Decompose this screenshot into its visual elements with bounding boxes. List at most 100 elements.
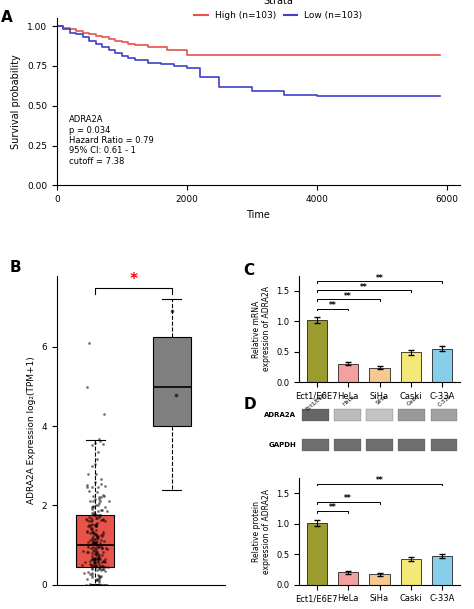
Point (92, 538, 100, 548)
Point (86, 516, 93, 526)
Text: *: * (129, 272, 137, 287)
Bar (334, 439, 361, 451)
Point (87, 560, 94, 570)
Point (89, 580, 96, 590)
Point (92, 519, 100, 529)
Point (88, 533, 96, 543)
Point (102, 580, 110, 590)
Point (89, 528, 97, 538)
Point (94, 580, 102, 590)
Point (88, 504, 96, 513)
Point (89, 568, 96, 577)
Point (93, 537, 100, 546)
Point (99, 561, 107, 571)
Point (89, 527, 97, 537)
Bar (366, 439, 393, 451)
Point (100, 409, 108, 419)
Bar (430, 439, 457, 451)
Point (98, 551, 106, 560)
Point (87, 513, 95, 523)
Point (88, 502, 95, 512)
Point (92, 525, 100, 535)
Point (90, 580, 97, 590)
Point (82, 580, 90, 590)
Bar (307, 523, 327, 585)
Point (94, 555, 102, 565)
Point (90, 538, 97, 547)
Point (94, 549, 102, 559)
Point (95, 574, 103, 583)
Point (92, 513, 100, 523)
Point (88, 554, 96, 564)
Point (88, 516, 95, 526)
Y-axis label: Relative mRNA
expression of ADRA2A: Relative mRNA expression of ADRA2A (252, 286, 271, 371)
Point (94, 580, 101, 590)
Point (89, 482, 96, 492)
Point (96, 580, 104, 590)
Point (84, 538, 92, 547)
Point (92, 538, 100, 547)
Point (90, 580, 98, 590)
Point (98, 543, 106, 553)
Point (96, 510, 104, 520)
Point (89, 523, 96, 532)
Point (88, 519, 96, 529)
Bar (302, 409, 328, 421)
Point (87, 543, 95, 553)
Point (97, 479, 104, 488)
Point (86, 559, 93, 569)
Point (98, 492, 105, 502)
Point (88, 508, 96, 518)
Point (98, 557, 105, 567)
Bar (334, 409, 361, 421)
Point (105, 496, 112, 505)
PathPatch shape (76, 515, 114, 567)
Point (95, 580, 102, 590)
Point (93, 541, 100, 551)
Point (91, 557, 99, 566)
Point (94, 533, 101, 543)
Point (89, 551, 96, 561)
Point (83, 526, 91, 536)
Point (95, 564, 102, 574)
Point (93, 518, 100, 527)
Point (93, 547, 101, 557)
Point (91, 546, 98, 556)
Bar (430, 409, 457, 421)
Point (95, 580, 102, 590)
Point (104, 544, 111, 554)
Point (85, 520, 93, 530)
Point (88, 580, 95, 590)
Point (93, 530, 100, 540)
Point (92, 576, 100, 585)
Point (94, 554, 101, 563)
Point (99, 557, 107, 566)
Point (172, 390, 179, 400)
Point (92, 540, 100, 549)
Point (95, 550, 102, 560)
Text: ADRA2A
p = 0.034
Hazard Ratio = 0.79
95% CI: 0.61 - 1
cutoff = 7.38: ADRA2A p = 0.034 Hazard Ratio = 0.79 95%… (69, 115, 154, 166)
Bar (307, 320, 327, 382)
Text: **: ** (344, 495, 352, 503)
Point (101, 557, 109, 567)
Point (91, 535, 99, 544)
Point (89, 572, 96, 582)
Point (101, 554, 109, 564)
Point (84, 469, 91, 479)
Point (86, 522, 93, 532)
Bar (338, 364, 358, 382)
Bar (399, 409, 425, 421)
Point (94, 506, 102, 516)
Point (91, 539, 99, 549)
Point (88, 527, 96, 537)
Point (88, 560, 96, 569)
Point (86, 580, 93, 590)
Point (99, 565, 107, 574)
Point (94, 487, 101, 496)
Point (100, 491, 108, 501)
Point (91, 580, 99, 590)
Bar (399, 439, 425, 451)
Point (85, 339, 92, 348)
Point (94, 482, 102, 491)
Point (89, 554, 96, 563)
